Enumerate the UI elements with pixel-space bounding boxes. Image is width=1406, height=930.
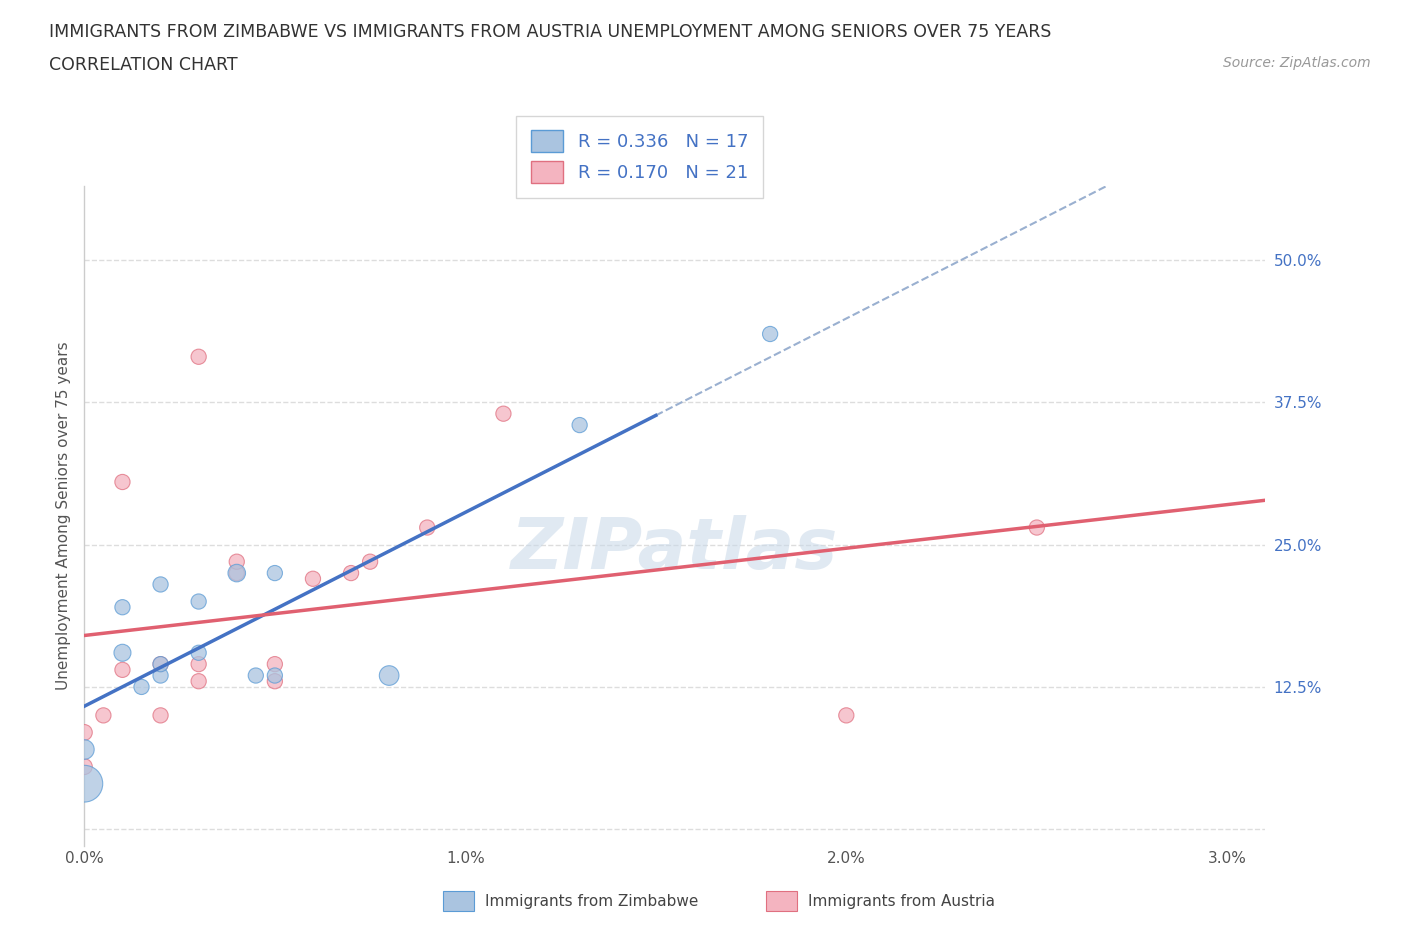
Point — [225, 565, 247, 580]
Point — [149, 657, 172, 671]
Point — [111, 645, 134, 660]
Point — [492, 406, 515, 421]
Point — [263, 668, 285, 683]
Point — [340, 565, 363, 580]
Point — [263, 673, 285, 688]
Point — [111, 662, 134, 677]
Point — [187, 657, 209, 671]
Point — [73, 759, 96, 774]
Text: Immigrants from Austria: Immigrants from Austria — [808, 894, 995, 909]
Point — [111, 600, 134, 615]
Point — [302, 571, 325, 586]
Point — [149, 668, 172, 683]
Point — [416, 520, 439, 535]
Point — [245, 668, 267, 683]
Text: Source: ZipAtlas.com: Source: ZipAtlas.com — [1223, 56, 1371, 70]
Point — [149, 657, 172, 671]
Point — [149, 577, 172, 591]
Text: IMMIGRANTS FROM ZIMBABWE VS IMMIGRANTS FROM AUSTRIA UNEMPLOYMENT AMONG SENIORS O: IMMIGRANTS FROM ZIMBABWE VS IMMIGRANTS F… — [49, 23, 1052, 41]
Y-axis label: Unemployment Among Seniors over 75 years: Unemployment Among Seniors over 75 years — [56, 342, 72, 690]
Point — [111, 474, 134, 489]
Point — [835, 708, 858, 723]
Text: Immigrants from Zimbabwe: Immigrants from Zimbabwe — [485, 894, 699, 909]
Point — [187, 350, 209, 365]
Point — [93, 708, 115, 723]
Point — [568, 418, 591, 432]
Text: CORRELATION CHART: CORRELATION CHART — [49, 56, 238, 73]
Point — [378, 668, 401, 683]
Point — [149, 708, 172, 723]
Point — [263, 657, 285, 671]
Point — [759, 326, 782, 341]
Point — [359, 554, 381, 569]
Legend: R = 0.336   N = 17, R = 0.170   N = 21: R = 0.336 N = 17, R = 0.170 N = 21 — [516, 116, 762, 198]
Point — [263, 565, 285, 580]
Point — [73, 777, 96, 791]
Point — [225, 565, 247, 580]
Point — [187, 594, 209, 609]
Point — [187, 673, 209, 688]
Point — [1025, 520, 1047, 535]
Point — [187, 645, 209, 660]
Point — [73, 725, 96, 740]
Point — [225, 554, 247, 569]
Point — [131, 680, 153, 695]
Text: ZIPatlas: ZIPatlas — [512, 514, 838, 584]
Point — [73, 742, 96, 757]
